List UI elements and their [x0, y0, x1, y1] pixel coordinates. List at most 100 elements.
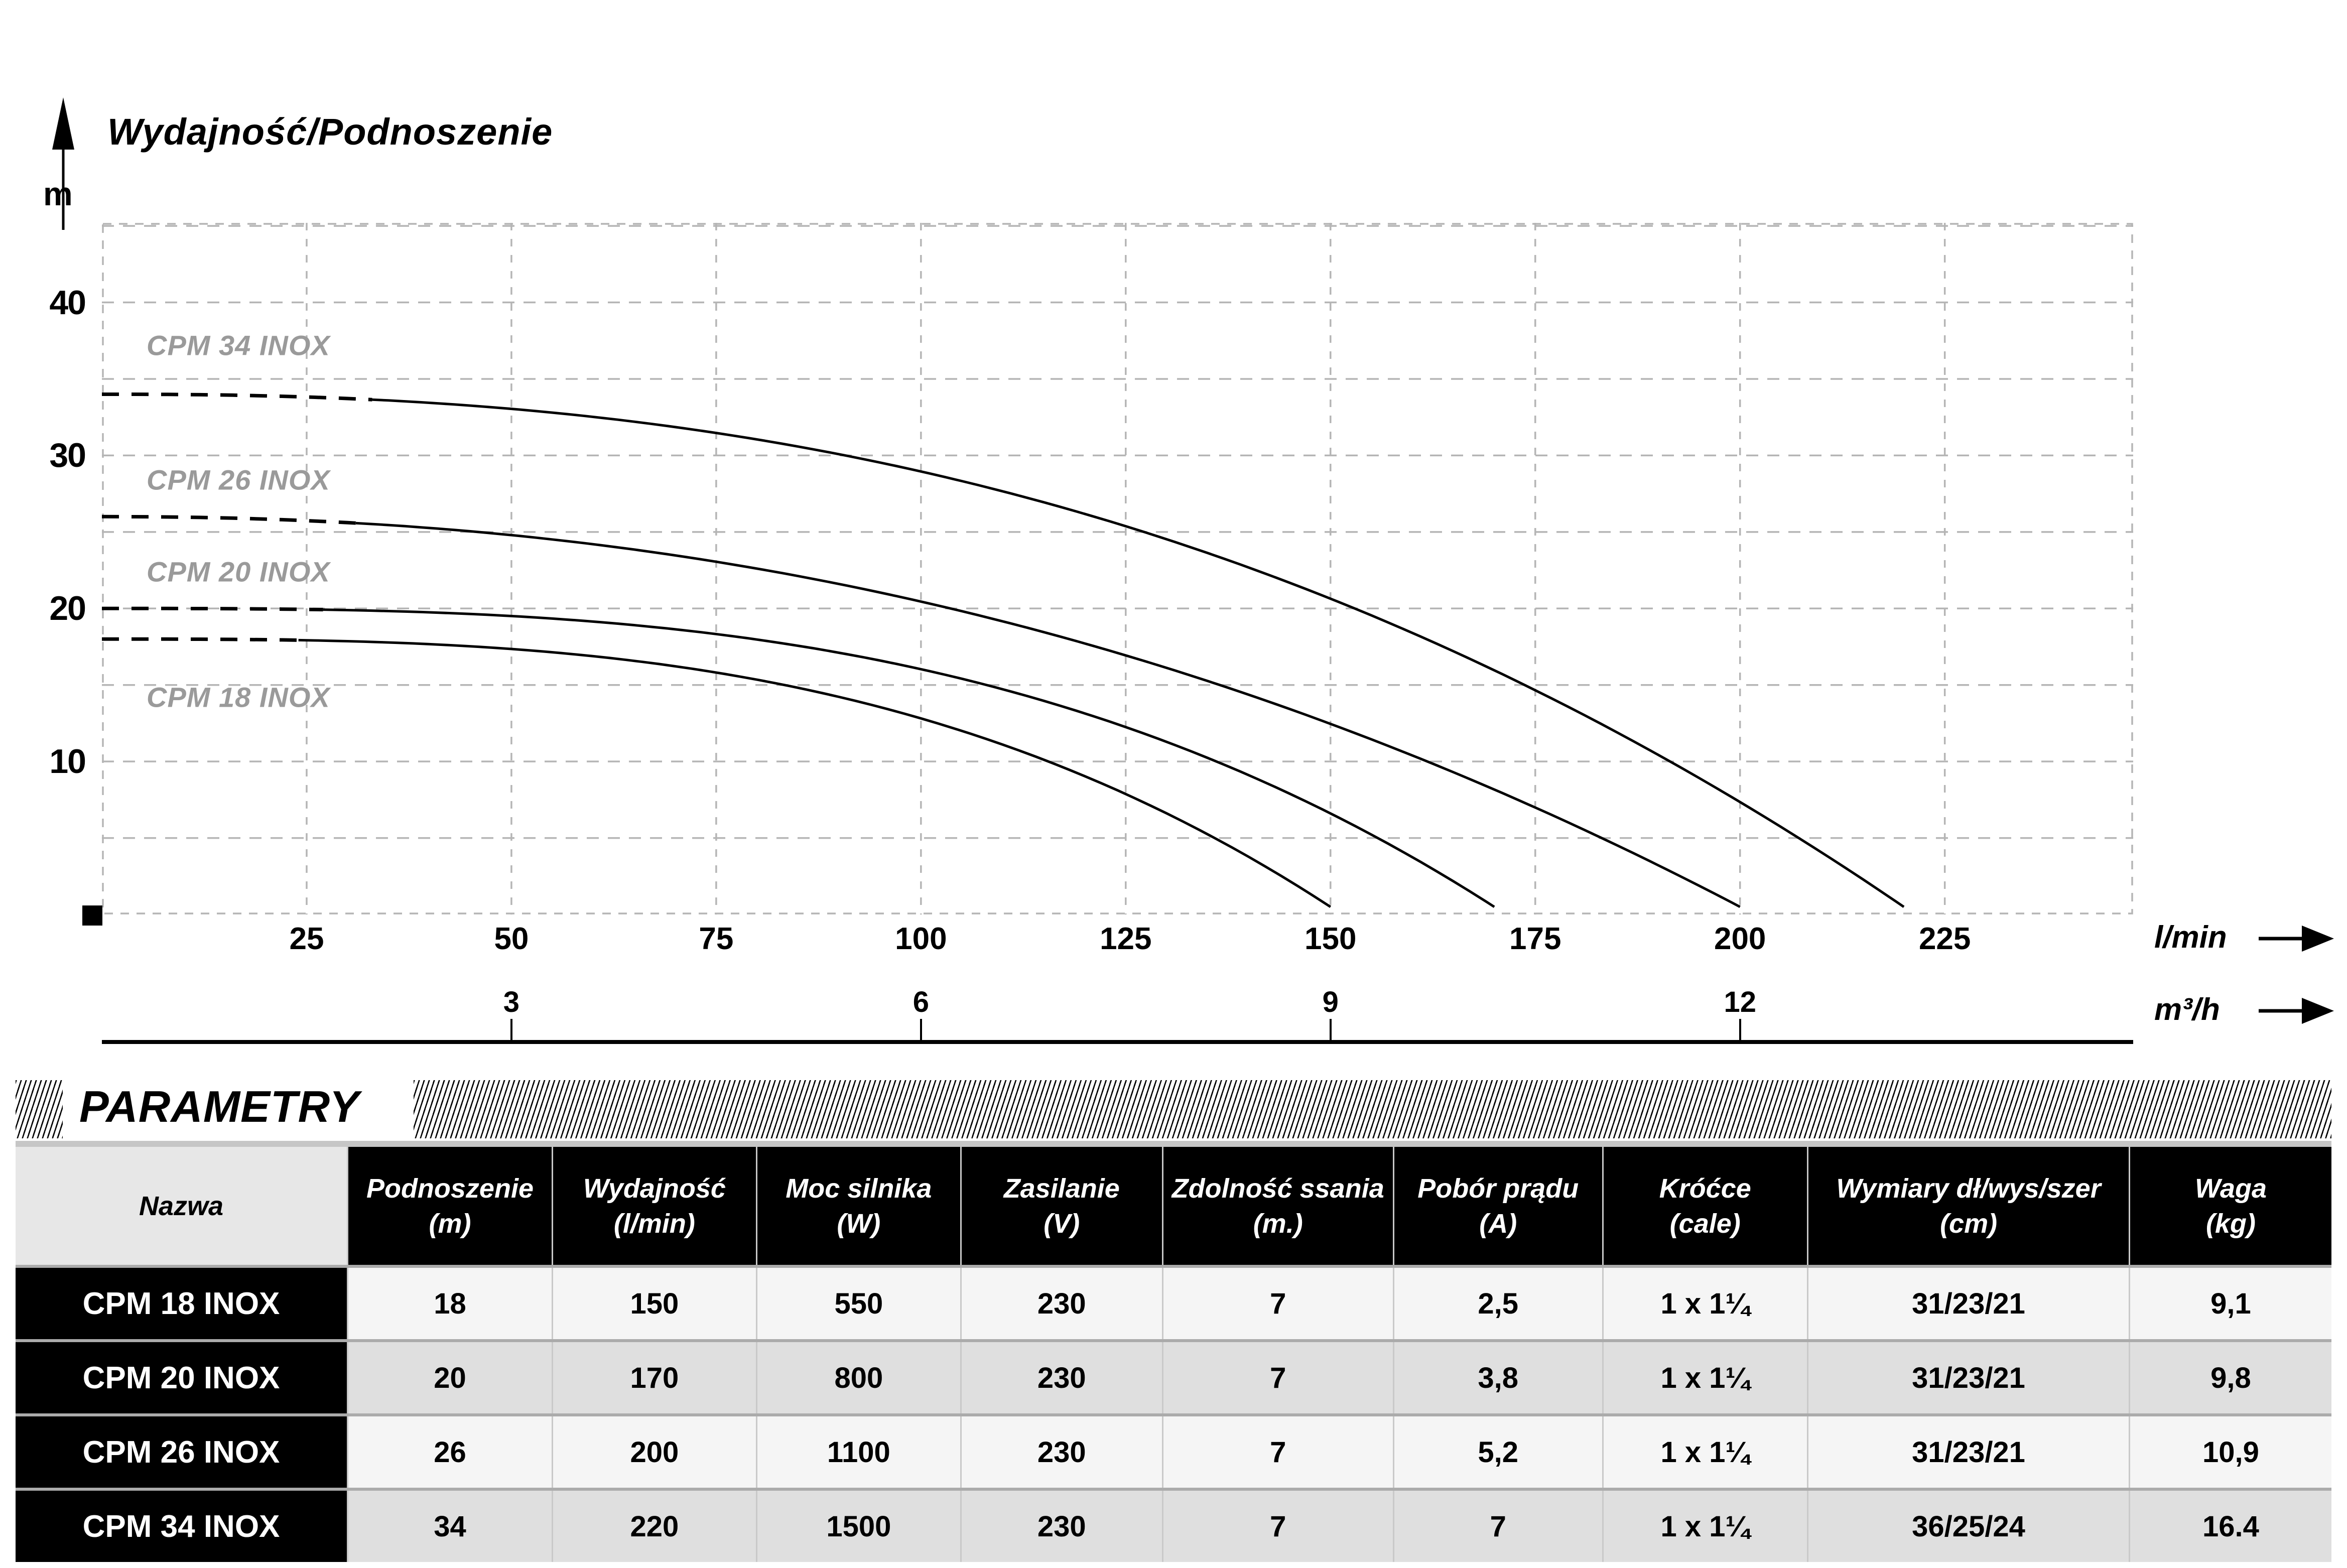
- value-cell: 26: [348, 1416, 553, 1488]
- y-axis-tick-label: 10: [49, 742, 86, 781]
- header-unit: (cale): [1669, 1208, 1741, 1239]
- value-cell: 16.4: [2130, 1491, 2331, 1562]
- y-axis-tick-label: 40: [49, 283, 86, 322]
- value-cell: 2,5: [1394, 1268, 1604, 1339]
- header-label: Wymiary dł/wys/szer: [1836, 1173, 2101, 1204]
- value-cell: 7: [1163, 1268, 1394, 1339]
- value-cell: 10,9: [2130, 1416, 2331, 1488]
- table-header-cell: Nazwa: [16, 1147, 349, 1265]
- value-cell: 150: [553, 1268, 757, 1339]
- parameters-table: Nazwa Podnoszenie (m) Wydajność (l/min) Moc s…: [16, 1141, 2331, 1562]
- m3h-axis-tick-label: 6: [912, 986, 929, 1018]
- x-axis-secondary-unit: m³/h: [2154, 992, 2220, 1027]
- value-cell: 800: [757, 1342, 962, 1413]
- value-cell: 20: [348, 1342, 553, 1413]
- x-axis-tick-label: 25: [289, 922, 324, 956]
- table-header-cell: Króćce (cale): [1603, 1147, 1808, 1265]
- value-cell: 550: [757, 1268, 962, 1339]
- value-cell: 230: [961, 1342, 1163, 1413]
- header-unit: (kg): [2205, 1208, 2256, 1239]
- header-label: Waga: [2194, 1173, 2267, 1204]
- y-axis-unit-label: m: [43, 175, 73, 212]
- pump-name-cell: CPM 26 INOX: [16, 1416, 349, 1488]
- m3h-axis-tick-label: 12: [1724, 986, 1756, 1018]
- x-axis-tick-label: 125: [1100, 922, 1152, 956]
- table-header-row: Nazwa Podnoszenie (m) Wydajność (l/min) Moc s…: [16, 1147, 2331, 1265]
- y-axis-arrow-up-icon: [52, 97, 74, 230]
- value-cell: 1 x 1¼: [1603, 1268, 1808, 1339]
- header-label: Wydajność: [583, 1173, 726, 1204]
- hatch-decoration-left: [16, 1080, 63, 1138]
- table-header-cell: Pobór prądu (A): [1394, 1147, 1604, 1265]
- value-cell: 5,2: [1394, 1416, 1604, 1488]
- table-header-cell: Zdolność ssania (m.): [1163, 1147, 1394, 1265]
- x-axis-primary-unit: l/min: [2154, 920, 2227, 955]
- header-label: Zdolność ssania: [1171, 1173, 1384, 1204]
- table-header-cell: Waga (kg): [2130, 1147, 2331, 1265]
- y-axis-tick-label: 30: [49, 436, 86, 475]
- value-cell: 7: [1163, 1342, 1394, 1413]
- value-cell: 170: [553, 1342, 757, 1413]
- value-cell: 7: [1163, 1416, 1394, 1488]
- table-header-cell: Zasilanie (V): [961, 1147, 1163, 1265]
- header-unit: (V): [1044, 1208, 1080, 1239]
- m3h-axis-arrow-right-icon: [2259, 998, 2334, 1024]
- header-unit: (A): [1479, 1208, 1517, 1239]
- value-cell: 1 x 1¼: [1603, 1491, 1808, 1562]
- value-cell: 18: [348, 1268, 553, 1339]
- section-title: PARAMETRY: [79, 1082, 360, 1131]
- table-row: CPM 18 INOX 18 150 550 230 7 2,5 1 x 1¼ 31/23/21…: [16, 1268, 2331, 1339]
- pump-name-cell: CPM 18 INOX: [16, 1268, 349, 1339]
- m3h-axis-tick-label: 9: [1322, 986, 1339, 1018]
- table-row: CPM 34 INOX 34 220 1500 230 7 7 1 x 1¼ 36/25/24 1…: [16, 1491, 2331, 1562]
- table-header-cell: Wymiary dł/wys/szer (cm): [1808, 1147, 2131, 1265]
- value-cell: 9,8: [2130, 1342, 2331, 1413]
- value-cell: 31/23/21: [1808, 1342, 2131, 1413]
- m3h-axis-tick-mark: [510, 1019, 512, 1041]
- x-axis-tick-label: 50: [494, 922, 529, 956]
- header-unit: (m): [429, 1208, 471, 1239]
- header-label: Zasilanie: [1003, 1173, 1120, 1204]
- x-axis-arrow-right-icon: [2259, 926, 2334, 952]
- header-label: Podnoszenie: [366, 1173, 534, 1204]
- hatch-decoration-right: [414, 1080, 2331, 1138]
- value-cell: 220: [553, 1491, 757, 1562]
- value-cell: 3,8: [1394, 1342, 1604, 1413]
- value-cell: 1100: [757, 1416, 962, 1488]
- m3h-axis-line: [102, 1040, 2133, 1044]
- y-axis-tick-label: 20: [49, 589, 86, 628]
- x-axis-tick-label: 200: [1714, 922, 1766, 956]
- value-cell: 1 x 1¼: [1603, 1342, 1808, 1413]
- value-cell: 36/25/24: [1808, 1491, 2131, 1562]
- table-row: CPM 20 INOX 20 170 800 230 7 3,8 1 x 1¼ 31/23/21…: [16, 1342, 2331, 1413]
- value-cell: 230: [961, 1416, 1163, 1488]
- header-label: Moc silnika: [786, 1173, 932, 1204]
- table-header-cell: Moc silnika (W): [757, 1147, 962, 1265]
- value-cell: 31/23/21: [1808, 1268, 2131, 1339]
- value-cell: 1 x 1¼: [1603, 1416, 1808, 1488]
- x-axis-tick-label: 225: [1918, 922, 1971, 956]
- m3h-axis-tick-mark: [920, 1019, 922, 1041]
- m3h-axis-tick-mark: [1329, 1019, 1332, 1041]
- header-unit: (m.): [1253, 1208, 1303, 1239]
- pump-name-cell: CPM 34 INOX: [16, 1491, 349, 1562]
- m3h-axis-tick-mark: [1739, 1019, 1741, 1041]
- value-cell: 31/23/21: [1808, 1416, 2131, 1488]
- value-cell: 230: [961, 1491, 1163, 1562]
- header-unit: (W): [837, 1208, 881, 1239]
- table-row: CPM 26 INOX 26 200 1100 230 7 5,2 1 x 1¼ 31/23/2…: [16, 1416, 2331, 1488]
- header-unit: (cm): [1940, 1208, 1998, 1239]
- axis-origin-marker: [82, 905, 102, 926]
- x-axis-tick-label: 75: [699, 922, 734, 956]
- x-axis-tick-label: 175: [1509, 922, 1561, 956]
- header-label: Pobór prądu: [1417, 1173, 1579, 1204]
- value-cell: 1500: [757, 1491, 962, 1562]
- m3h-axis-tick-label: 3: [503, 986, 520, 1018]
- value-cell: 230: [961, 1268, 1163, 1339]
- x-axis-tick-label: 100: [895, 922, 947, 956]
- chart-title: Wydajność/Podnoszenie: [107, 111, 553, 153]
- value-cell: 34: [348, 1491, 553, 1562]
- value-cell: 9,1: [2130, 1268, 2331, 1339]
- header-label: Króćce: [1659, 1173, 1751, 1204]
- value-cell: 200: [553, 1416, 757, 1488]
